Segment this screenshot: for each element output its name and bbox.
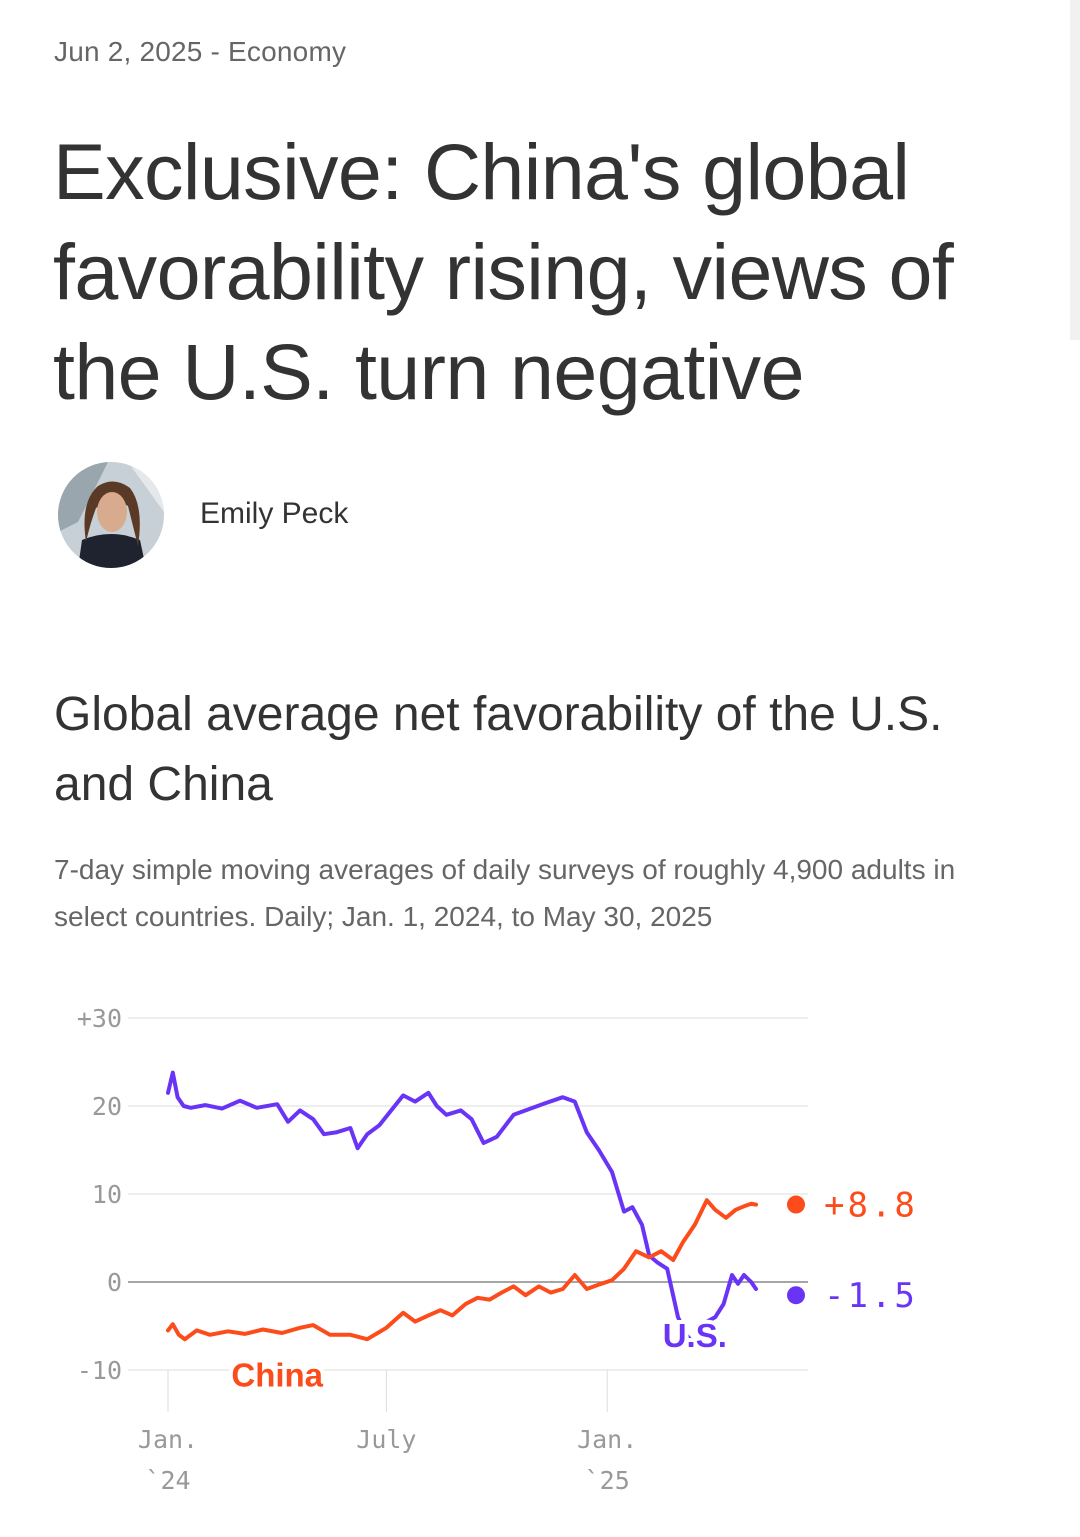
y-tick-label: -10 — [77, 1356, 122, 1385]
section-link[interactable]: Economy — [228, 36, 347, 67]
y-tick-label: 20 — [92, 1092, 122, 1121]
us-series-label: U.S. — [663, 1317, 727, 1354]
series-lines — [166, 1070, 758, 1348]
x-tick-label-year: `24 — [145, 1466, 190, 1495]
us-line — [166, 1070, 758, 1348]
x-tick-label: Jan. — [577, 1425, 637, 1454]
x-tick-label-year: `25 — [585, 1466, 630, 1495]
author-avatar[interactable] — [58, 462, 164, 568]
article-meta: Jun 2, 2025 - Economy — [54, 36, 346, 68]
scrollbar[interactable] — [1070, 0, 1080, 340]
china-end-value: +8.8 — [824, 1186, 918, 1226]
author-name[interactable]: Emily Peck — [200, 497, 349, 530]
us-end-value: -1.5 — [824, 1276, 918, 1316]
x-tick-label: Jan. — [138, 1425, 198, 1454]
y-tick-label: 0 — [107, 1268, 122, 1297]
y-grid: +30 20 10 0 -10 — [77, 1004, 808, 1385]
china-end-dot — [787, 1195, 805, 1214]
chart-subtitle: 7-day simple moving averages of daily su… — [54, 854, 956, 932]
chart-title: Global average net favorability of the U… — [54, 688, 943, 811]
us-end-dot — [787, 1286, 805, 1305]
china-line — [166, 1198, 758, 1342]
publish-date: Jun 2, 2025 — [54, 36, 203, 67]
x-tick-label: July — [356, 1425, 416, 1454]
series-labels: -1.5 U.S. +8.8 China — [227, 1186, 918, 1398]
x-axis: Jan. `24 July Jan. `25 — [138, 1370, 637, 1495]
china-series-label: China — [231, 1356, 323, 1393]
headline: Exclusive: China's global favorability r… — [53, 127, 954, 416]
meta-separator: - — [210, 36, 221, 67]
y-tick-label: 10 — [92, 1180, 122, 1209]
y-tick-label: +30 — [77, 1004, 122, 1033]
